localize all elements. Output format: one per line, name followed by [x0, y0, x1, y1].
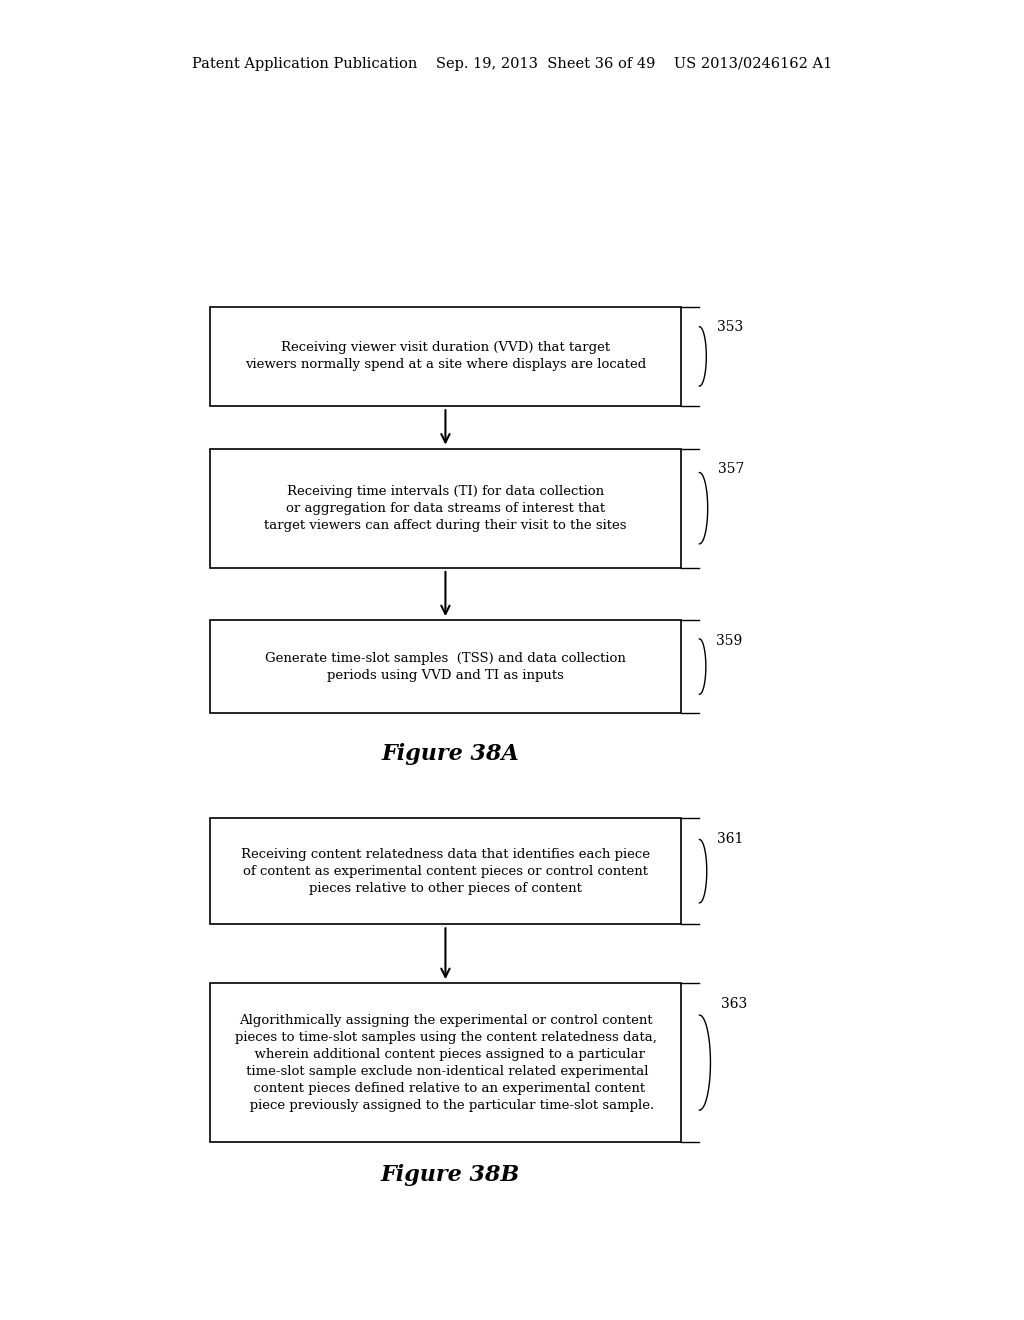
- FancyBboxPatch shape: [210, 983, 681, 1142]
- Text: 359: 359: [716, 634, 742, 648]
- Text: Algorithmically assigning the experimental or control content
pieces to time-slo: Algorithmically assigning the experiment…: [234, 1014, 656, 1111]
- FancyBboxPatch shape: [210, 818, 681, 924]
- Text: 361: 361: [717, 832, 743, 846]
- Text: Patent Application Publication    Sep. 19, 2013  Sheet 36 of 49    US 2013/02461: Patent Application Publication Sep. 19, …: [191, 57, 833, 71]
- Text: 363: 363: [721, 997, 746, 1011]
- FancyBboxPatch shape: [210, 308, 681, 407]
- Text: Receiving viewer visit duration (VVD) that target
viewers normally spend at a si: Receiving viewer visit duration (VVD) th…: [245, 342, 646, 371]
- Text: 353: 353: [717, 321, 742, 334]
- Text: Receiving time intervals (TI) for data collection
or aggregation for data stream: Receiving time intervals (TI) for data c…: [264, 484, 627, 532]
- Text: Figure 38A: Figure 38A: [382, 743, 519, 766]
- FancyBboxPatch shape: [210, 620, 681, 713]
- Text: 357: 357: [718, 462, 744, 477]
- Text: Receiving content relatedness data that identifies each piece
of content as expe: Receiving content relatedness data that …: [241, 847, 650, 895]
- Text: Generate time-slot samples  (TSS) and data collection
periods using VVD and TI a: Generate time-slot samples (TSS) and dat…: [265, 652, 626, 681]
- FancyBboxPatch shape: [210, 449, 681, 568]
- Text: Figure 38B: Figure 38B: [381, 1164, 520, 1187]
